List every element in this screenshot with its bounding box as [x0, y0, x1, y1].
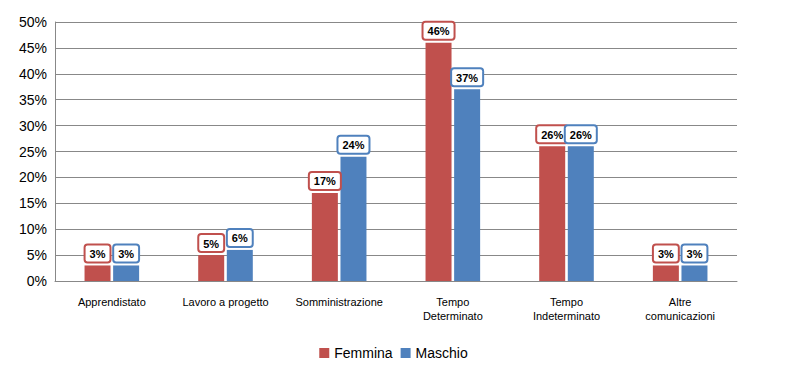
- svg-text:Maschio: Maschio: [416, 345, 468, 361]
- svg-text:Determinato: Determinato: [423, 310, 483, 322]
- svg-text:17%: 17%: [314, 175, 336, 187]
- svg-text:Indeterminato: Indeterminato: [533, 310, 600, 322]
- svg-text:40%: 40%: [19, 66, 47, 82]
- svg-text:Tempo: Tempo: [550, 296, 583, 308]
- svg-text:Lavoro a progetto: Lavoro a progetto: [182, 296, 268, 308]
- svg-text:Apprendistato: Apprendistato: [78, 296, 146, 308]
- svg-text:0%: 0%: [27, 273, 47, 289]
- svg-text:25%: 25%: [19, 144, 47, 160]
- svg-text:24%: 24%: [342, 139, 364, 151]
- svg-text:26%: 26%: [570, 129, 592, 141]
- svg-text:Tempo: Tempo: [436, 296, 469, 308]
- svg-text:comunicazioni: comunicazioni: [645, 310, 715, 322]
- svg-text:35%: 35%: [19, 92, 47, 108]
- svg-text:20%: 20%: [19, 169, 47, 185]
- svg-text:45%: 45%: [19, 40, 47, 56]
- svg-text:37%: 37%: [456, 72, 478, 84]
- svg-text:5%: 5%: [27, 247, 47, 263]
- svg-text:3%: 3%: [90, 248, 106, 260]
- svg-text:26%: 26%: [541, 129, 563, 141]
- svg-text:3%: 3%: [118, 248, 134, 260]
- svg-text:Femmina: Femmina: [334, 345, 393, 361]
- svg-text:Somministrazione: Somministrazione: [295, 296, 382, 308]
- svg-text:6%: 6%: [232, 232, 248, 244]
- svg-text:10%: 10%: [19, 221, 47, 237]
- svg-text:30%: 30%: [19, 118, 47, 134]
- svg-text:5%: 5%: [203, 238, 219, 250]
- svg-text:3%: 3%: [658, 248, 674, 260]
- svg-text:46%: 46%: [428, 25, 450, 37]
- svg-text:50%: 50%: [19, 14, 47, 30]
- svg-text:15%: 15%: [19, 195, 47, 211]
- svg-text:3%: 3%: [687, 248, 703, 260]
- svg-text:Altre: Altre: [669, 296, 692, 308]
